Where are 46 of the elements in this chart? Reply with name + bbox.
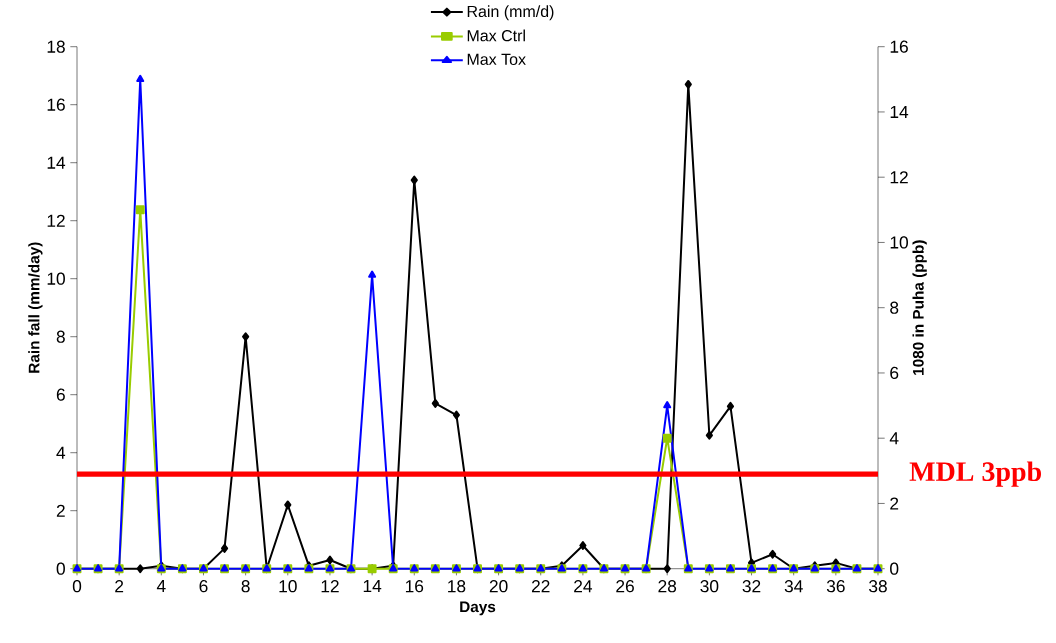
x-tick-label: 14 [363,580,382,593]
y2-axis-title: 1080 in Puha (ppb) [912,240,927,376]
y-tick-label: 8 [56,330,65,343]
y2-tick-label: 14 [890,106,909,119]
x-tick-label: 6 [199,580,208,593]
y2-tick-label: 0 [890,562,899,575]
x-tick-label: 38 [869,580,887,593]
x-tick-label: 34 [784,580,803,593]
x-tick-label: 12 [321,580,339,593]
x-axis-title: Days [460,601,496,616]
y-tick-label: 2 [56,504,65,517]
legend-label: Max Ctrl [467,29,525,42]
y-tick-label: 14 [47,156,66,169]
y2-tick-label: 16 [890,40,908,53]
y-tick-label: 4 [56,446,66,459]
x-tick-label: 0 [72,580,82,593]
x-tick-label: 10 [279,580,297,593]
y2-tick-label: 2 [890,497,899,510]
y-tick-label: 10 [47,272,65,285]
x-tick-label: 8 [241,580,250,593]
y-tick-label: 18 [47,40,65,53]
x-tick-label: 28 [658,580,677,593]
x-tick-label: 16 [405,580,424,593]
x-tick-label: 32 [742,580,761,593]
y2-tick-label: 4 [889,432,899,445]
y-tick-label: 0 [56,562,65,575]
x-tick-label: 18 [448,580,466,593]
x-tick-label: 36 [826,580,845,593]
y-tick-label: 16 [47,98,65,111]
y-axis-title: Rain fall (mm/day) [28,242,43,373]
y2-tick-label: 10 [890,236,908,249]
ref-line-label: MDL 3ppb [909,461,1042,487]
x-tick-label: 24 [574,580,593,593]
y2-tick-label: 6 [890,366,899,380]
x-tick-label: 30 [700,580,719,593]
y-tick-label: 12 [47,214,65,227]
y2-tick-label: 12 [890,171,908,184]
x-tick-label: 4 [156,580,166,593]
y2-tick-label: 8 [890,301,899,314]
x-tick-label: 20 [489,580,508,593]
y-tick-label: 6 [56,388,65,401]
x-tick-label: 2 [115,580,124,593]
legend-label: Rain (mm/d) [467,5,554,21]
x-tick-label: 22 [531,580,550,593]
legend-label: Max Tox [467,53,526,66]
x-tick-label: 26 [616,580,634,593]
